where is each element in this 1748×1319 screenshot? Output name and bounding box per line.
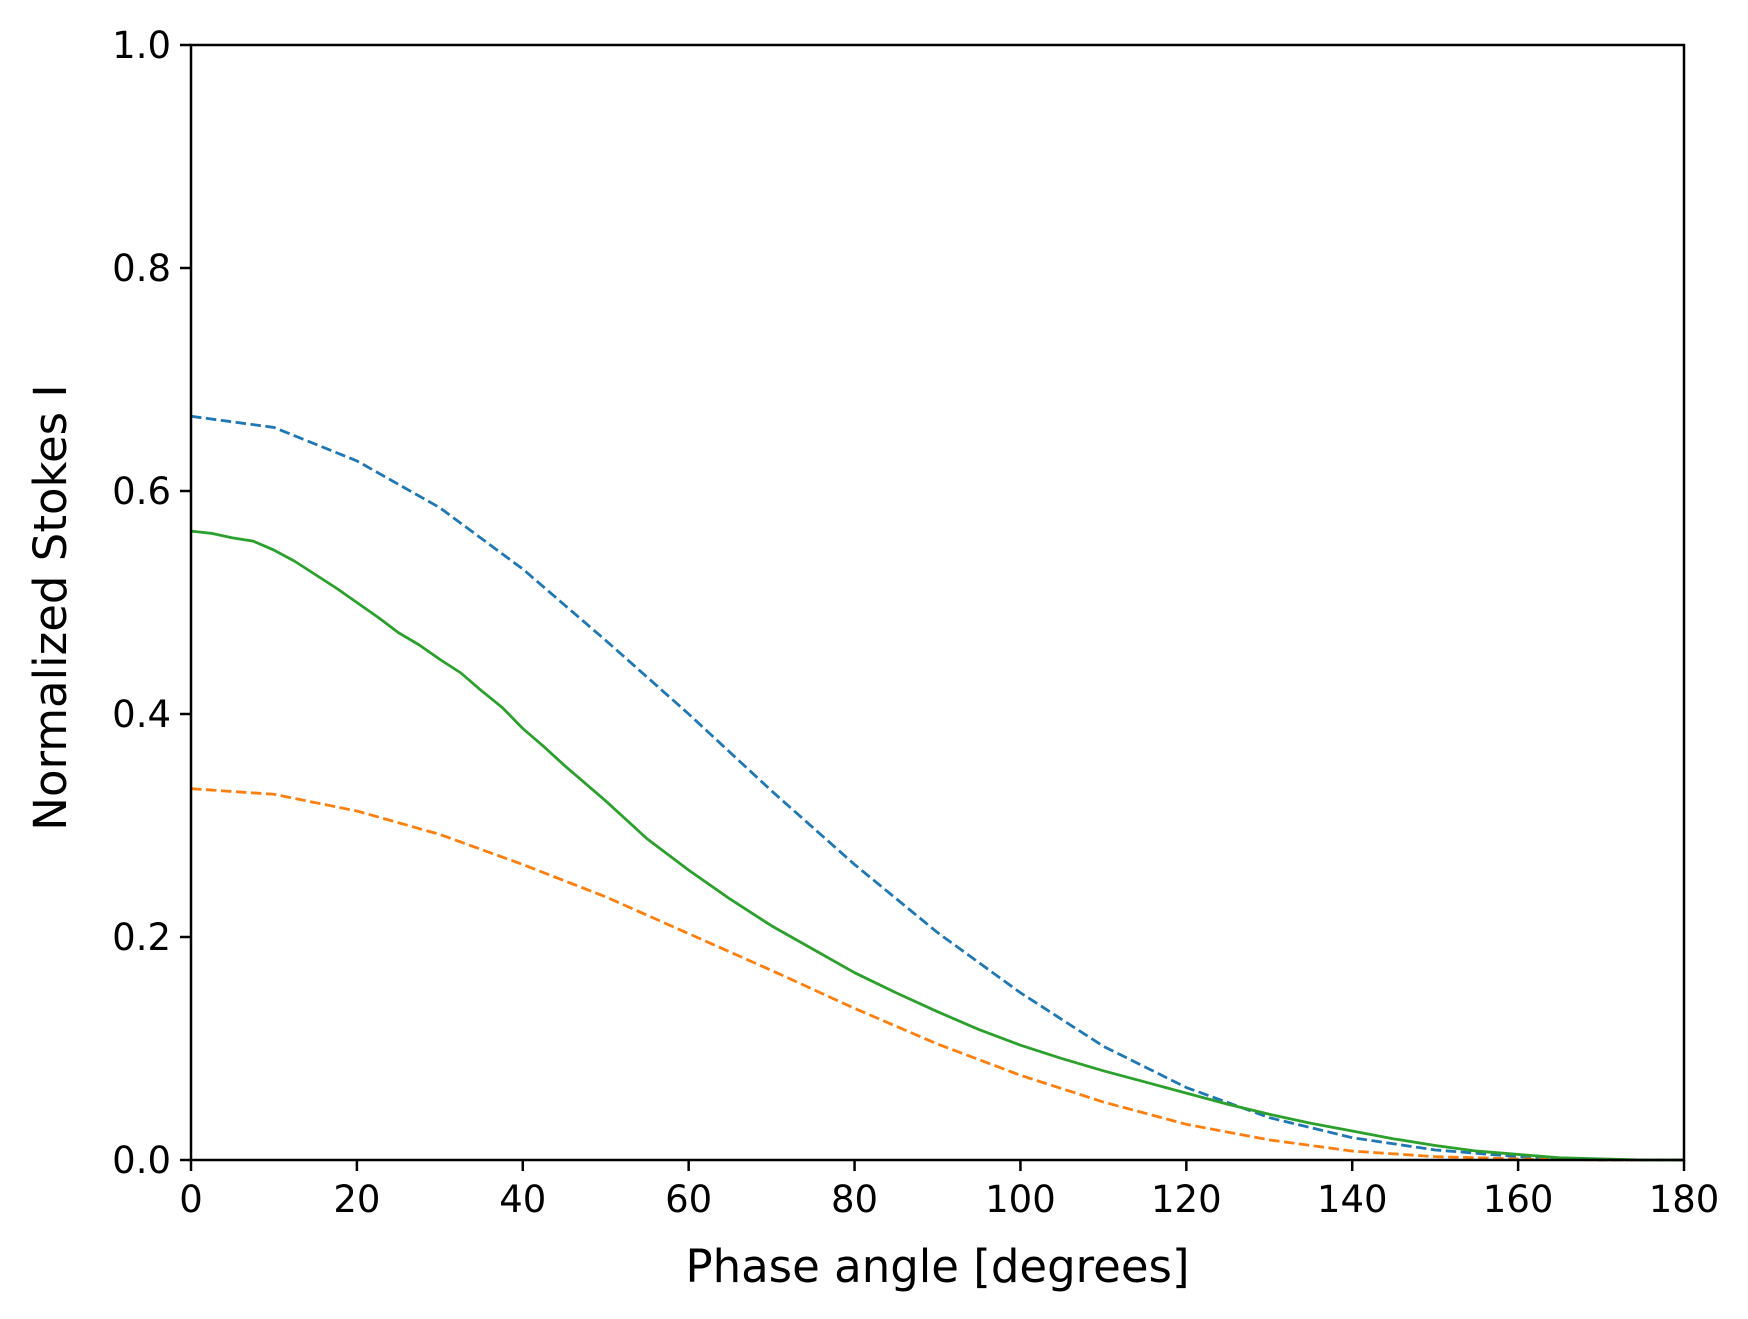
plot-frame	[189, 43, 1686, 1162]
x-tick-label: 180	[1649, 1178, 1720, 1221]
y-tick-label: 1.0	[112, 24, 171, 67]
x-tick-label: 100	[985, 1178, 1056, 1221]
series-line-1	[190, 414, 1684, 1162]
y-tick-label: 0.8	[112, 247, 171, 290]
x-axis-label: Phase angle [degrees]	[685, 1240, 1189, 1293]
series-layer	[190, 414, 1684, 1162]
series-line-2	[190, 787, 1684, 1162]
y-tick-label: 0.4	[112, 693, 171, 736]
series-line-3	[190, 529, 1684, 1162]
y-tick-label: 0.6	[112, 470, 171, 513]
x-tick-label: 80	[831, 1178, 878, 1221]
x-tick-label: 120	[1151, 1178, 1222, 1221]
x-tick-label: 20	[333, 1178, 380, 1221]
y-axis-label: Normalized Stokes I	[24, 384, 77, 830]
x-tick-label: 160	[1483, 1178, 1554, 1221]
y-axis-ticks: 0.0 0.2 0.4 0.6 0.8 1.0	[112, 24, 191, 1182]
x-tick-label: 0	[179, 1178, 203, 1221]
y-tick-label: 0.0	[112, 1139, 171, 1182]
y-tick-label: 0.2	[112, 916, 171, 959]
x-axis-ticks: 0 20 40 60 80 100 120 140 160 180	[179, 1160, 1719, 1221]
x-tick-label: 60	[665, 1178, 712, 1221]
x-tick-label: 140	[1317, 1178, 1388, 1221]
x-tick-label: 40	[499, 1178, 546, 1221]
